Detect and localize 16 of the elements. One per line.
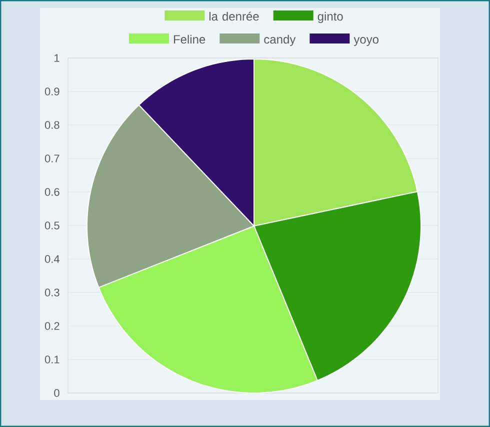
- text: 0.4: [44, 255, 60, 263]
- text: 0.5: [44, 222, 60, 230]
- text: 0.9: [44, 88, 60, 96]
- legend-label: Feline: [174, 34, 206, 44]
- text: 0.6: [44, 188, 60, 196]
- legend-label: candy: [264, 34, 296, 46]
- legend-label: yoyo: [354, 37, 379, 46]
- text: 0.8: [44, 121, 60, 129]
- text: 0.3: [44, 288, 60, 296]
- legend-label: la denrée: [209, 12, 259, 21]
- text: 0: [54, 389, 60, 397]
- text: 0.7: [44, 154, 60, 162]
- legend-label: ginto: [318, 12, 343, 24]
- text: 1: [54, 54, 60, 62]
- text: 0.2: [44, 322, 60, 330]
- text: 0.1: [44, 356, 60, 364]
